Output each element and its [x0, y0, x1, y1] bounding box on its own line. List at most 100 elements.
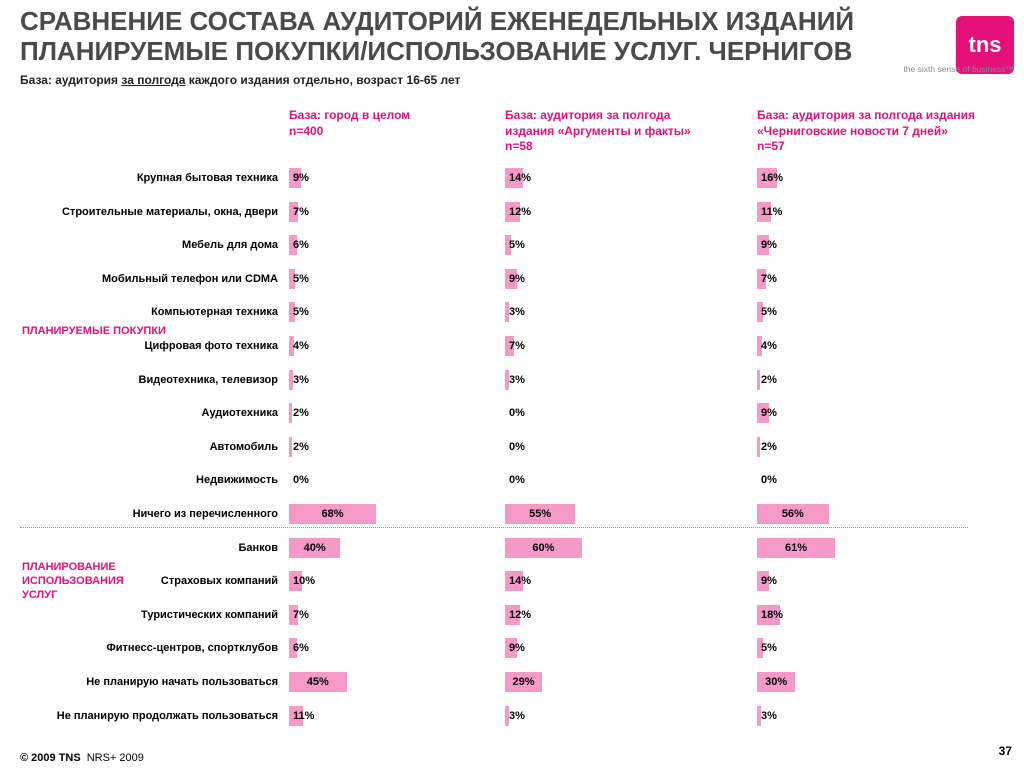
row-label: Мобильный телефон или CDMA: [102, 272, 278, 285]
row-label: Крупная бытовая техника: [136, 172, 278, 184]
bar: [757, 537, 836, 558]
page-number: 37: [998, 744, 1012, 758]
bar: [289, 369, 293, 390]
value-label: 6%: [293, 239, 309, 252]
value-label: 30%: [765, 676, 788, 688]
value-label: 12%: [509, 608, 532, 621]
value-label: 5%: [293, 306, 309, 319]
bar: [505, 302, 509, 323]
value-label: 29%: [512, 676, 535, 688]
bar: [289, 638, 297, 659]
value-label: 0%: [509, 407, 525, 420]
row-label: Фитнесс-центров, спортклубов: [106, 642, 278, 655]
value-label: 10%: [293, 575, 316, 588]
column-header-3-line-3: n=57: [757, 139, 785, 153]
base-description: База: аудитория за полгода каждого издан…: [20, 73, 460, 87]
column-header-2-line-3: n=58: [505, 139, 533, 153]
bar: [505, 168, 523, 188]
bar: [289, 403, 292, 424]
bar: [289, 201, 298, 222]
value-label: 2%: [293, 440, 309, 453]
bar: [505, 672, 543, 692]
value-label: 61%: [785, 541, 808, 554]
bar: [289, 436, 292, 457]
bar: [289, 537, 341, 558]
value-label: 0%: [509, 474, 525, 487]
value-label: 56%: [781, 508, 804, 520]
value-label: 68%: [321, 508, 344, 520]
value-label: 5%: [293, 272, 309, 285]
bar: [505, 369, 509, 390]
value-label: 0%: [293, 474, 309, 487]
row-label: Аудиотехника: [201, 407, 278, 420]
bar: [757, 369, 760, 390]
bar: [289, 604, 298, 625]
bar: [289, 672, 347, 692]
column-header-3-line-1: База: аудитория за полгода издания: [757, 108, 976, 122]
value-label: 2%: [761, 373, 777, 386]
value-label: 11%: [293, 709, 315, 722]
bar: [505, 638, 517, 659]
bar: [289, 235, 297, 256]
tns-logo: tns: [956, 16, 1014, 74]
value-label: 3%: [509, 709, 525, 722]
section-divider: [20, 527, 968, 528]
title-line-1: СРАВНЕНИЕ СОСТАВА АУДИТОРИЙ ЕЖЕНЕДЕЛЬНЫХ…: [20, 6, 855, 36]
row-label: Строительные материалы, окна, двери: [61, 205, 278, 218]
column-header-1-line-1: База: город в целом: [289, 108, 411, 122]
column-header-1-line-2: n=400: [289, 123, 324, 138]
bar: [505, 268, 517, 289]
column-header-2: База: аудитория за полгода издания «Аргум…: [505, 108, 755, 155]
footer: © 2009 TNS NRS+ 2009: [20, 752, 144, 764]
bar: [505, 336, 514, 356]
value-label: 9%: [761, 239, 777, 252]
bar: [289, 705, 304, 726]
bar: [289, 268, 296, 289]
row-label: Мебель для дома: [182, 239, 278, 252]
value-label: 16%: [761, 172, 784, 184]
value-label: 3%: [293, 373, 309, 386]
row-label: Видеотехника, телевизор: [138, 373, 279, 386]
row-label: Туристических компаний: [141, 608, 278, 621]
page-title: СРАВНЕНИЕ СОСТАВА АУДИТОРИЙ ЕЖЕНЕДЕЛЬНЫХ…: [20, 6, 870, 66]
value-label: 55%: [529, 508, 552, 520]
bar: [505, 201, 521, 222]
bar: [757, 436, 760, 457]
bar: [757, 571, 769, 592]
bar: [505, 235, 512, 256]
value-label: 9%: [761, 407, 777, 420]
bar: [757, 235, 769, 256]
row-label: Ничего из перечисленного: [132, 508, 278, 520]
bar: [289, 168, 301, 188]
bar: [757, 403, 769, 424]
bar: [757, 336, 763, 356]
value-label: 60%: [532, 541, 555, 554]
value-label: 45%: [306, 676, 329, 688]
value-label: 0%: [761, 474, 777, 487]
row-label: Не планирую продолжать пользоваться: [56, 709, 278, 722]
value-label: 9%: [509, 272, 525, 285]
bar: [505, 705, 509, 726]
column-header-3-line-2: «Черниговские новости 7 дней»: [757, 123, 948, 138]
value-label: 4%: [761, 340, 777, 352]
column-header-2-line-1: База: аудитория за полгода: [505, 108, 671, 122]
bar: [505, 504, 576, 524]
bar: [505, 537, 582, 558]
value-label: 9%: [293, 172, 309, 184]
value-label: 7%: [509, 340, 525, 352]
value-label: 9%: [509, 642, 525, 655]
base-suffix: каждого издания отдельно, возраст 16-65 …: [185, 73, 461, 87]
bar: [289, 302, 296, 323]
value-label: 7%: [761, 272, 777, 285]
bar: [505, 604, 521, 625]
column-header-2-line-2: издания «Аргументы и факты»: [505, 123, 691, 138]
bar: [757, 504, 829, 524]
bar: [757, 268, 766, 289]
bar: [757, 604, 781, 625]
bar: [757, 705, 761, 726]
value-label: 0%: [509, 440, 525, 453]
value-label: 2%: [761, 440, 777, 453]
bar: [505, 571, 523, 592]
value-label: 14%: [509, 172, 532, 184]
title-line-2: ПЛАНИРУЕМЫЕ ПОКУПКИ/ИСПОЛЬЗОВАНИЕ УСЛУГ.…: [20, 36, 853, 66]
